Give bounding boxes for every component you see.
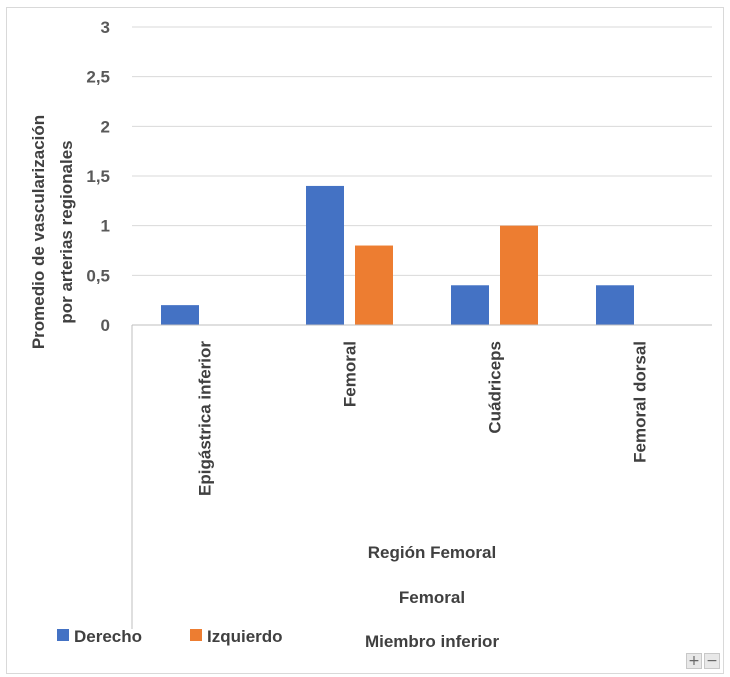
y-axis-title-line-1: Promedio de vascularización bbox=[29, 115, 48, 349]
chart-frame bbox=[6, 7, 724, 674]
grid bbox=[132, 26, 712, 276]
bars bbox=[161, 185, 634, 325]
category-labels: Epigástrica inferior Femoral Cuádriceps Fem… bbox=[196, 341, 650, 496]
y-axis-title-line-2: por arterias regionales bbox=[57, 140, 76, 323]
group-label-limb: Miembro inferior bbox=[365, 632, 500, 651]
group-label-femoral: Femoral bbox=[399, 588, 465, 607]
zoom-out-button[interactable]: − bbox=[704, 653, 720, 669]
y-tick-label: 2 bbox=[101, 117, 110, 136]
group-label-region: Región Femoral bbox=[368, 543, 496, 562]
legend-label-derecho: Derecho bbox=[74, 627, 142, 646]
y-axis-ticks: 0 0,5 1 1,5 2 2,5 3 bbox=[86, 18, 110, 335]
bar-izquierdo-2 bbox=[500, 225, 538, 325]
bar-derecho-1 bbox=[306, 185, 344, 325]
y-tick-label: 0,5 bbox=[86, 266, 110, 285]
axes bbox=[131, 324, 712, 629]
bar-izquierdo-1 bbox=[355, 245, 393, 325]
y-tick-label: 2,5 bbox=[86, 68, 110, 87]
legend-label-izquierdo: Izquierdo bbox=[207, 627, 283, 646]
category-label: Epigástrica inferior bbox=[196, 341, 215, 496]
category-label: Femoral dorsal bbox=[631, 341, 650, 463]
bar-derecho-3 bbox=[596, 285, 634, 325]
y-tick-label: 0 bbox=[101, 316, 110, 335]
legend: Derecho Izquierdo bbox=[57, 627, 283, 646]
bar-derecho-0 bbox=[161, 305, 199, 325]
bar-derecho-2 bbox=[451, 285, 489, 325]
y-tick-label: 1 bbox=[101, 217, 110, 236]
y-tick-label: 1,5 bbox=[86, 167, 110, 186]
zoom-in-button[interactable]: + bbox=[686, 653, 702, 669]
y-tick-label: 3 bbox=[101, 18, 110, 37]
category-label: Cuádriceps bbox=[486, 341, 505, 434]
category-label: Femoral bbox=[341, 341, 360, 407]
legend-swatch-derecho bbox=[57, 629, 69, 641]
legend-swatch-izquierdo bbox=[190, 629, 202, 641]
